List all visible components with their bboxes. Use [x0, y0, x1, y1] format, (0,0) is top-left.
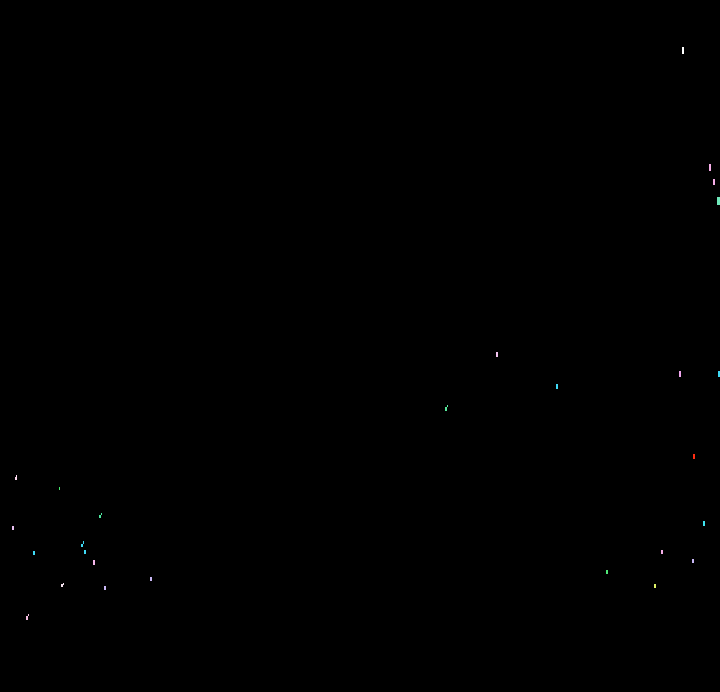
star	[496, 352, 498, 357]
star	[692, 559, 694, 563]
star	[81, 541, 84, 547]
star	[661, 550, 663, 554]
star	[679, 371, 681, 377]
star	[84, 550, 86, 554]
star	[713, 179, 715, 185]
star	[445, 405, 448, 411]
star	[33, 551, 35, 555]
star	[26, 614, 29, 620]
star	[556, 384, 558, 389]
star	[703, 521, 705, 526]
star-streak	[101, 513, 102, 515]
star	[59, 487, 60, 490]
star-streak	[28, 614, 29, 616]
star-streak	[16, 475, 17, 477]
star	[93, 560, 95, 565]
star-streak	[63, 583, 64, 585]
star	[61, 583, 64, 587]
star	[150, 577, 152, 581]
star	[682, 47, 684, 54]
star-streak	[447, 405, 448, 407]
star	[104, 586, 106, 590]
star	[693, 454, 695, 459]
star	[12, 526, 14, 530]
star-streak	[83, 541, 84, 544]
star	[718, 371, 720, 377]
star	[606, 570, 608, 574]
star	[709, 164, 711, 171]
star	[654, 584, 656, 588]
star	[15, 475, 17, 480]
star	[717, 197, 720, 205]
star	[99, 513, 102, 518]
